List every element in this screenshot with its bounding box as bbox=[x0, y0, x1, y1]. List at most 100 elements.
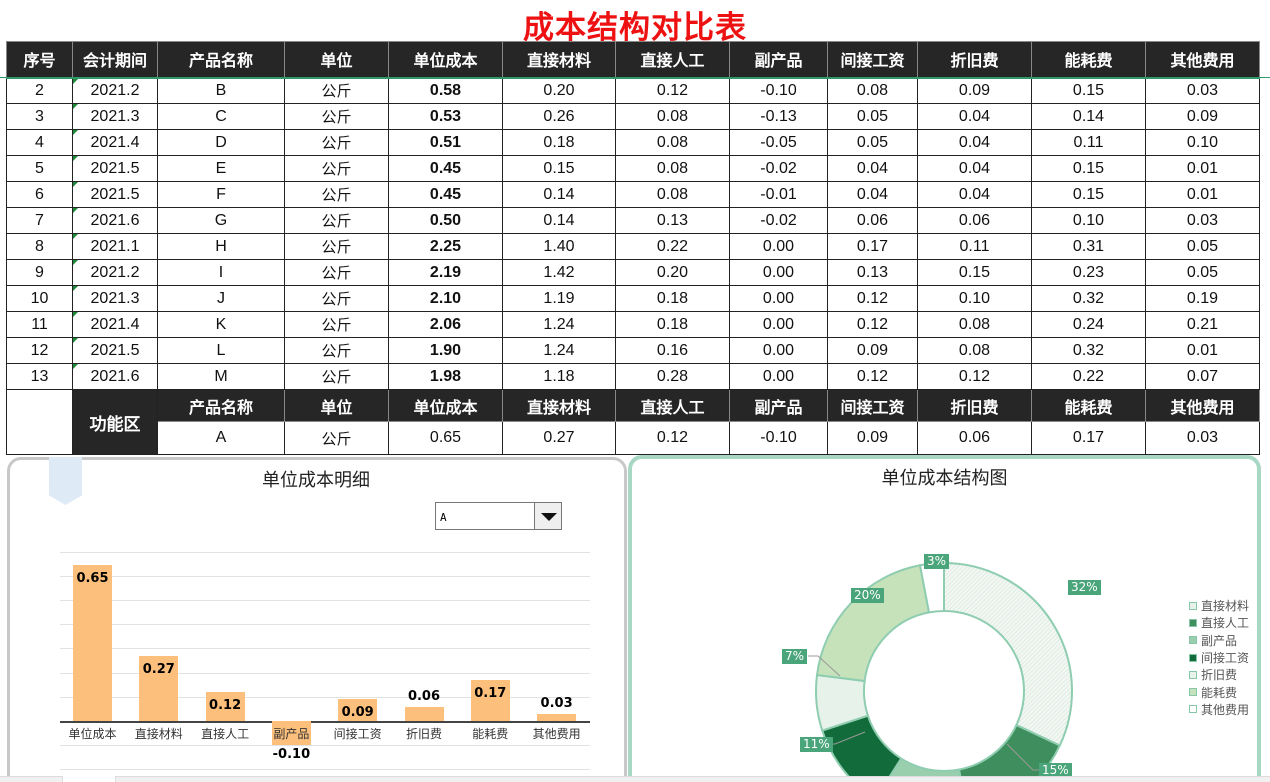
fa-other-cell[interactable]: 0.03 bbox=[1145, 421, 1260, 455]
cell-product[interactable]: D bbox=[157, 129, 285, 156]
cell-seq[interactable]: 13 bbox=[6, 363, 73, 390]
cell-unit[interactable]: 公斤 bbox=[284, 285, 389, 312]
cell-seq[interactable]: 12 bbox=[6, 337, 73, 364]
cell-direct-labor[interactable]: 0.08 bbox=[615, 129, 730, 156]
cell-unit[interactable]: 公斤 bbox=[284, 259, 389, 286]
cell-direct-labor[interactable]: 0.20 bbox=[615, 259, 730, 286]
cell-indirect-wage[interactable]: 0.13 bbox=[827, 259, 918, 286]
col-header-indirect-wage[interactable]: 间接工资 bbox=[827, 41, 918, 78]
donut-slice[interactable] bbox=[815, 564, 931, 683]
cell-byproduct[interactable]: -0.13 bbox=[729, 103, 828, 130]
cell-depreciation[interactable]: 0.12 bbox=[917, 363, 1032, 390]
bar[interactable] bbox=[470, 680, 510, 721]
cell-indirect-wage[interactable]: 0.04 bbox=[827, 181, 918, 208]
cell-direct-material[interactable]: 1.42 bbox=[502, 259, 616, 286]
cell-product[interactable]: H bbox=[157, 233, 285, 260]
cell-depreciation[interactable]: 0.04 bbox=[917, 103, 1032, 130]
fa-direct-material-cell[interactable]: 0.27 bbox=[502, 421, 616, 455]
cell-direct-labor[interactable]: 0.08 bbox=[615, 103, 730, 130]
cell-product[interactable]: M bbox=[157, 363, 285, 390]
cell-indirect-wage[interactable]: 0.06 bbox=[827, 207, 918, 234]
col-header-direct-material[interactable]: 直接材料 bbox=[502, 41, 616, 78]
cell-unit[interactable]: 公斤 bbox=[284, 103, 389, 130]
cell-period[interactable]: 2021.5 bbox=[72, 155, 158, 182]
cell-other[interactable]: 0.03 bbox=[1145, 76, 1260, 104]
legend-item-energy[interactable]: 能耗费 bbox=[1189, 683, 1249, 700]
cell-unit-cost[interactable]: 2.25 bbox=[388, 233, 503, 260]
col-header-unit[interactable]: 单位 bbox=[284, 41, 389, 78]
cell-direct-material[interactable]: 1.40 bbox=[502, 233, 616, 260]
donut-chart-panel[interactable] bbox=[628, 455, 1261, 782]
cell-product[interactable]: E bbox=[157, 155, 285, 182]
cell-product[interactable]: G bbox=[157, 207, 285, 234]
col-header-other[interactable]: 其他费用 bbox=[1145, 41, 1260, 78]
cell-product[interactable]: J bbox=[157, 285, 285, 312]
sheet-tab-active[interactable] bbox=[62, 776, 116, 782]
cell-direct-material[interactable]: 1.18 bbox=[502, 363, 616, 390]
cell-unit-cost[interactable]: 0.51 bbox=[388, 129, 503, 156]
cell-other[interactable]: 0.21 bbox=[1145, 311, 1260, 338]
cell-seq[interactable]: 2 bbox=[6, 76, 73, 104]
cell-product[interactable]: I bbox=[157, 259, 285, 286]
cell-seq[interactable]: 6 bbox=[6, 181, 73, 208]
col-header-seq[interactable]: 序号 bbox=[6, 41, 73, 78]
legend-item-byproduct[interactable]: 副产品 bbox=[1189, 632, 1249, 649]
cell-product[interactable]: C bbox=[157, 103, 285, 130]
cell-other[interactable]: 0.10 bbox=[1145, 129, 1260, 156]
col-header-energy[interactable]: 能耗费 bbox=[1031, 41, 1146, 78]
chevron-down-icon[interactable] bbox=[534, 503, 561, 529]
cell-unit[interactable]: 公斤 bbox=[284, 181, 389, 208]
bar[interactable] bbox=[73, 565, 112, 721]
cell-byproduct[interactable]: -0.01 bbox=[729, 181, 828, 208]
cell-direct-material[interactable]: 1.19 bbox=[502, 285, 616, 312]
cell-byproduct[interactable]: -0.02 bbox=[729, 155, 828, 182]
cell-direct-material[interactable]: 0.18 bbox=[502, 129, 616, 156]
cell-depreciation[interactable]: 0.04 bbox=[917, 155, 1032, 182]
cell-seq[interactable]: 11 bbox=[6, 311, 73, 338]
cell-seq[interactable]: 10 bbox=[6, 285, 73, 312]
cell-energy[interactable]: 0.22 bbox=[1031, 363, 1146, 390]
cell-indirect-wage[interactable]: 0.17 bbox=[827, 233, 918, 260]
cell-depreciation[interactable]: 0.09 bbox=[917, 76, 1032, 104]
cell-indirect-wage[interactable]: 0.09 bbox=[827, 337, 918, 364]
cell-energy[interactable]: 0.32 bbox=[1031, 285, 1146, 312]
cell-indirect-wage[interactable]: 0.12 bbox=[827, 311, 918, 338]
cell-energy[interactable]: 0.24 bbox=[1031, 311, 1146, 338]
cell-direct-labor[interactable]: 0.08 bbox=[615, 181, 730, 208]
bar[interactable] bbox=[271, 721, 311, 745]
cell-direct-labor[interactable]: 0.18 bbox=[615, 311, 730, 338]
cell-seq[interactable]: 3 bbox=[6, 103, 73, 130]
col-header-unit-cost[interactable]: 单位成本 bbox=[388, 41, 503, 78]
cell-direct-material[interactable]: 1.24 bbox=[502, 337, 616, 364]
cell-other[interactable]: 0.09 bbox=[1145, 103, 1260, 130]
donut-slice[interactable] bbox=[943, 561, 1073, 747]
cell-other[interactable]: 0.01 bbox=[1145, 337, 1260, 364]
col-header-direct-labor[interactable]: 直接人工 bbox=[615, 41, 730, 78]
cell-energy[interactable]: 0.32 bbox=[1031, 337, 1146, 364]
cell-unit[interactable]: 公斤 bbox=[284, 155, 389, 182]
bar[interactable] bbox=[537, 713, 577, 721]
cell-unit-cost[interactable]: 0.53 bbox=[388, 103, 503, 130]
blank-cell[interactable] bbox=[6, 389, 73, 455]
col-header-byproduct[interactable]: 副产品 bbox=[729, 41, 828, 78]
cell-direct-material[interactable]: 1.24 bbox=[502, 311, 616, 338]
cell-period[interactable]: 2021.2 bbox=[72, 259, 158, 286]
cell-direct-material[interactable]: 0.20 bbox=[502, 76, 616, 104]
cell-other[interactable]: 0.03 bbox=[1145, 207, 1260, 234]
cell-energy[interactable]: 0.14 bbox=[1031, 103, 1146, 130]
cell-depreciation[interactable]: 0.04 bbox=[917, 129, 1032, 156]
cell-unit-cost[interactable]: 0.50 bbox=[388, 207, 503, 234]
cell-other[interactable]: 0.19 bbox=[1145, 285, 1260, 312]
cell-indirect-wage[interactable]: 0.04 bbox=[827, 155, 918, 182]
col-header-period[interactable]: 会计期间 bbox=[72, 41, 158, 78]
cell-byproduct[interactable]: -0.05 bbox=[729, 129, 828, 156]
cell-period[interactable]: 2021.5 bbox=[72, 337, 158, 364]
fa-depreciation-cell[interactable]: 0.06 bbox=[917, 421, 1032, 455]
cell-unit[interactable]: 公斤 bbox=[284, 363, 389, 390]
fa-unit-cost-cell[interactable]: 0.65 bbox=[388, 421, 503, 455]
cell-unit[interactable]: 公斤 bbox=[284, 311, 389, 338]
cell-other[interactable]: 0.01 bbox=[1145, 181, 1260, 208]
cell-unit-cost[interactable]: 0.58 bbox=[388, 76, 503, 104]
cell-unit-cost[interactable]: 2.06 bbox=[388, 311, 503, 338]
cell-product[interactable]: F bbox=[157, 181, 285, 208]
